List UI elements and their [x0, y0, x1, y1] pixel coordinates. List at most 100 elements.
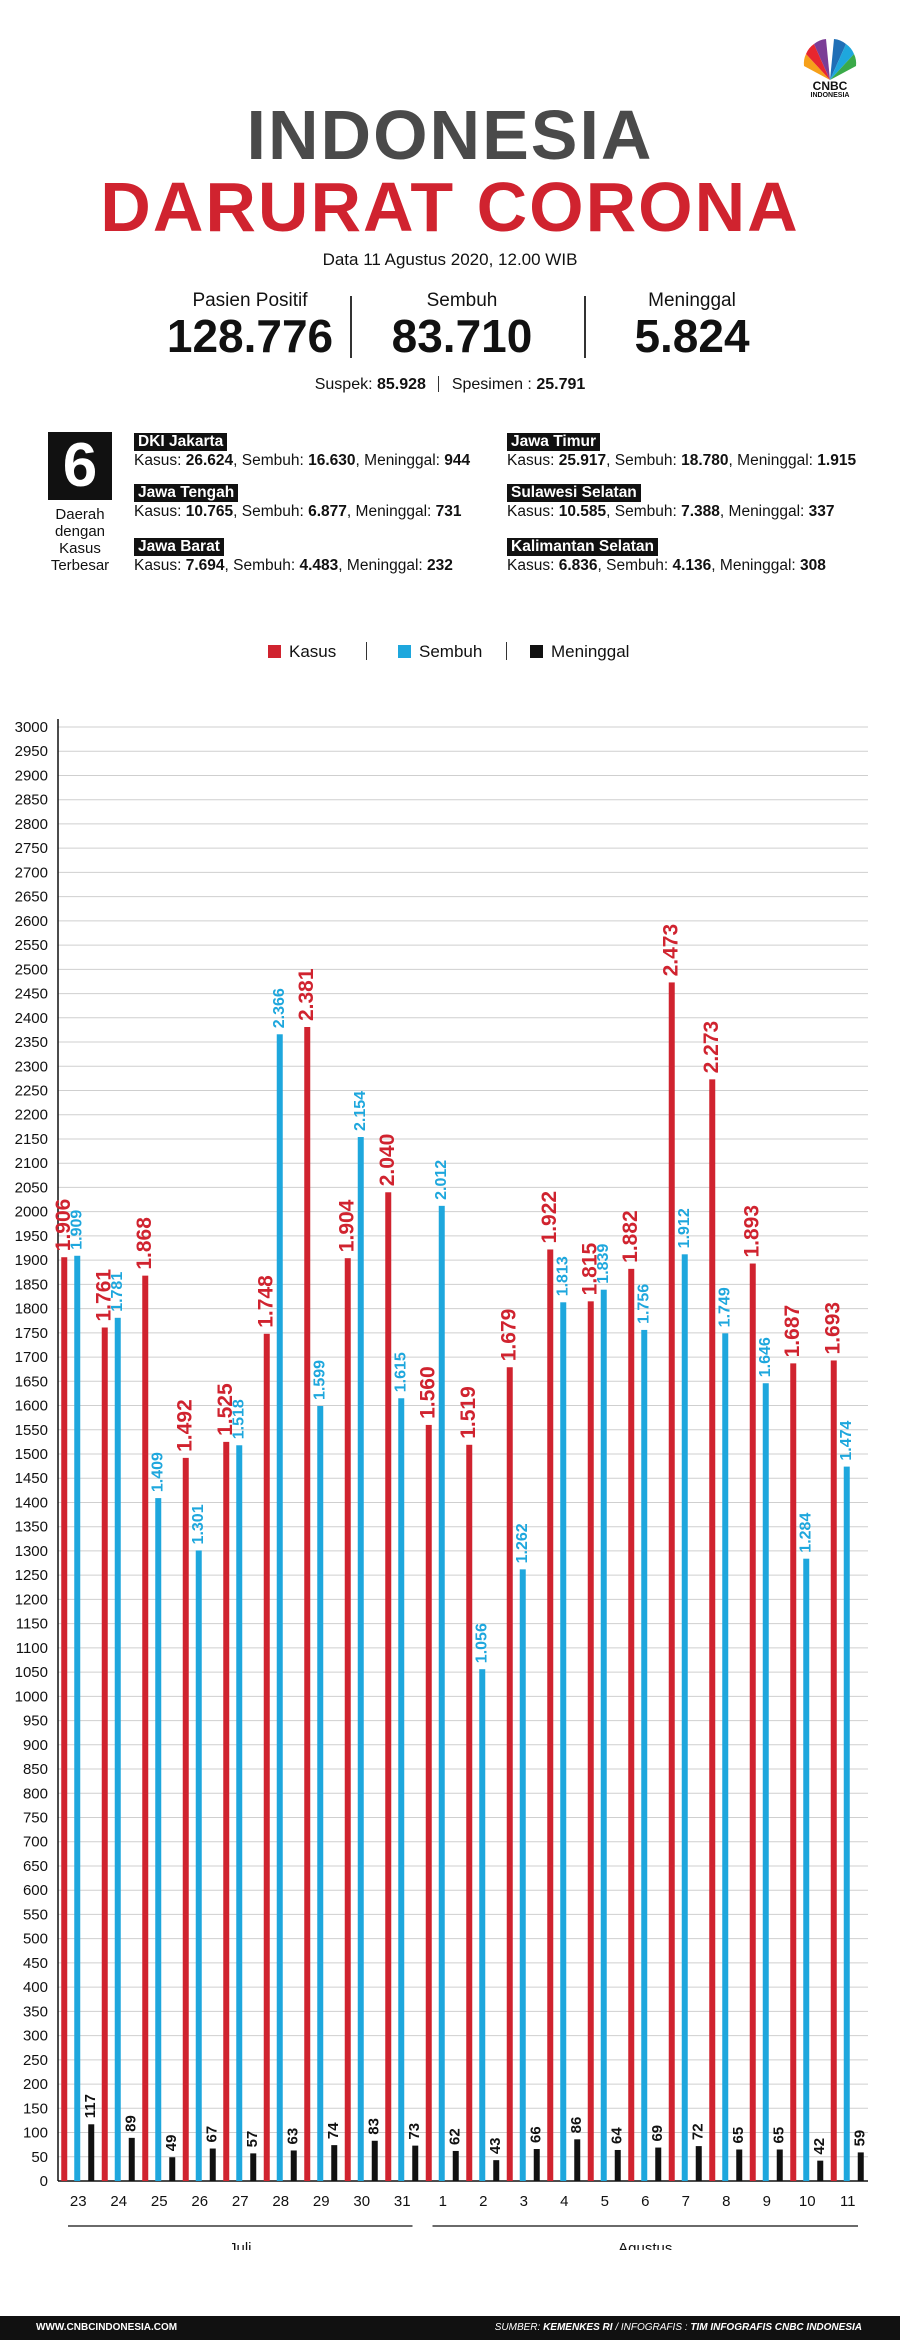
region-name: Jawa Timur [507, 433, 601, 451]
meninggal-label: Meninggal: [346, 557, 423, 574]
data-label-meninggal: 49 [163, 2135, 180, 2152]
data-label-meninggal: 69 [649, 2125, 666, 2142]
data-label-sembuh: 1.615 [392, 1352, 409, 1392]
infografis-value: TIM INFOGRAFIS CNBC INDONESIA [690, 2322, 862, 2333]
kasus-label: Kasus: [134, 452, 182, 469]
bar-meninggal [331, 2145, 338, 2181]
bar-sembuh [74, 1255, 81, 2181]
kasus-label: Kasus: [507, 452, 555, 469]
sembuh-label: Sembuh: [233, 557, 296, 574]
logo-subtext: INDONESIA [810, 92, 850, 99]
bar-meninggal [169, 2157, 176, 2181]
region-entry: DKI Jakarta Kasus: 26.624, Sembuh: 16.630… [134, 432, 470, 470]
bar-meninggal [493, 2160, 500, 2181]
y-tick-label: 1550 [15, 1422, 48, 1439]
logo-text: CNBC [812, 79, 848, 93]
data-label-kasus: 1.922 [538, 1191, 561, 1244]
region-data: Kasus: 25.917, Sembuh: 18.780, Meninggal… [507, 452, 857, 469]
y-tick-label: 2500 [15, 961, 48, 978]
caption-line: Daerah [55, 506, 105, 523]
x-tick-label: 30 [353, 2193, 370, 2210]
footer-site-link[interactable]: WWW.CNBCINDONESIA.COM [36, 2322, 178, 2333]
bar-kasus [547, 1249, 554, 2181]
data-label-meninggal: 63 [285, 2128, 302, 2145]
data-label-sembuh: 1.518 [230, 1399, 247, 1439]
stat-sembuh: Sembuh 83.710 [362, 290, 562, 360]
data-label-meninggal: 117 [82, 2094, 99, 2118]
y-tick-label: 1900 [15, 1252, 48, 1269]
data-label-kasus: 1.492 [173, 1399, 196, 1452]
x-tick-label: 7 [682, 2193, 690, 2210]
stat-divider [584, 296, 586, 358]
data-label-sembuh: 1.781 [109, 1272, 126, 1312]
meninggal-label: Meninggal: [728, 503, 805, 520]
bar-sembuh [803, 1558, 810, 2181]
bar-sembuh [438, 1205, 445, 2181]
data-label-kasus: 1.882 [619, 1210, 642, 1263]
y-tick-label: 2400 [15, 1010, 48, 1027]
y-tick-label: 3000 [15, 719, 48, 736]
sembuh-label: Sembuh: [606, 557, 669, 574]
data-date: Data 11 Agustus 2020, 12.00 WIB [322, 250, 578, 269]
bar-meninggal [736, 2149, 743, 2181]
kasus-value: 10.585 [558, 503, 607, 520]
bar-sembuh [317, 1406, 324, 2181]
bar-kasus [749, 1263, 756, 2181]
y-tick-label: 1600 [15, 1398, 48, 1415]
stat-positif: Pasien Positif 128.776 [150, 290, 350, 360]
data-label-kasus: 1.519 [457, 1386, 480, 1439]
page-title-line1: INDONESIA [246, 96, 654, 174]
y-tick-label: 1200 [15, 1591, 48, 1608]
y-tick-label: 1500 [15, 1446, 48, 1463]
bar-meninggal [290, 2150, 297, 2181]
data-label-meninggal: 73 [406, 2123, 423, 2140]
bar-kasus [385, 1192, 392, 2181]
data-label-sembuh: 1.301 [190, 1504, 207, 1544]
y-tick-label: 1800 [15, 1301, 48, 1318]
sembuh-label: Sembuh: [241, 452, 304, 469]
footer-credits: SUMBER: KEMENKES RI / INFOGRAFIS : TIM I… [495, 2316, 862, 2340]
data-label-meninggal: 67 [204, 2126, 221, 2143]
y-tick-label: 2200 [15, 1107, 48, 1124]
kasus-label: Kasus: [507, 503, 555, 520]
bar-sembuh [762, 1383, 769, 2181]
meninggal-label: Meninggal: [355, 503, 432, 520]
y-tick-label: 2850 [15, 792, 48, 809]
y-tick-label: 1650 [15, 1373, 48, 1390]
bar-kasus [344, 1258, 351, 2181]
region-entry: Kalimantan Selatan Kasus: 6.836, Sembuh: … [507, 537, 826, 575]
sembuh-value: 4.136 [672, 557, 712, 574]
x-tick-label: 29 [313, 2193, 330, 2210]
sembuh-value: 18.780 [681, 452, 729, 469]
cnbc-logo[interactable]: CNBC INDONESIA [790, 36, 870, 100]
y-tick-label: 1950 [15, 1228, 48, 1245]
x-tick-label: 27 [232, 2193, 249, 2210]
y-tick-label: 1000 [15, 1688, 48, 1705]
y-tick-label: 2950 [15, 743, 48, 760]
bar-sembuh [843, 1466, 850, 2181]
bar-kasus [709, 1079, 716, 2181]
y-tick-label: 950 [23, 1713, 48, 1730]
suspek-value: 85.928 [376, 376, 426, 393]
infografis-label: / INFOGRAFIS : [615, 2322, 688, 2333]
bar-sembuh [155, 1498, 162, 2181]
y-tick-label: 100 [23, 2125, 48, 2142]
region-count: 6 [48, 432, 112, 500]
kasus-value: 10.765 [185, 503, 234, 520]
stat-value: 83.710 [391, 310, 533, 362]
stat-meninggal: Meninggal 5.824 [592, 290, 792, 360]
region-name: DKI Jakarta [134, 433, 228, 451]
y-tick-label: 2600 [15, 913, 48, 930]
legend-divider [366, 642, 367, 660]
legend-label: Meninggal [551, 642, 630, 661]
y-tick-label: 2000 [15, 1204, 48, 1221]
bar-kasus [223, 1441, 230, 2181]
bar-sembuh [560, 1302, 567, 2181]
bar-kasus [506, 1367, 513, 2181]
data-label-kasus: 1.868 [133, 1217, 156, 1270]
data-label-kasus: 2.273 [700, 1021, 723, 1074]
month-label: Agustus [618, 2240, 672, 2250]
data-label-kasus: 1.687 [781, 1305, 804, 1358]
data-label-meninggal: 57 [244, 2131, 261, 2148]
meninggal-value: 232 [427, 557, 453, 574]
